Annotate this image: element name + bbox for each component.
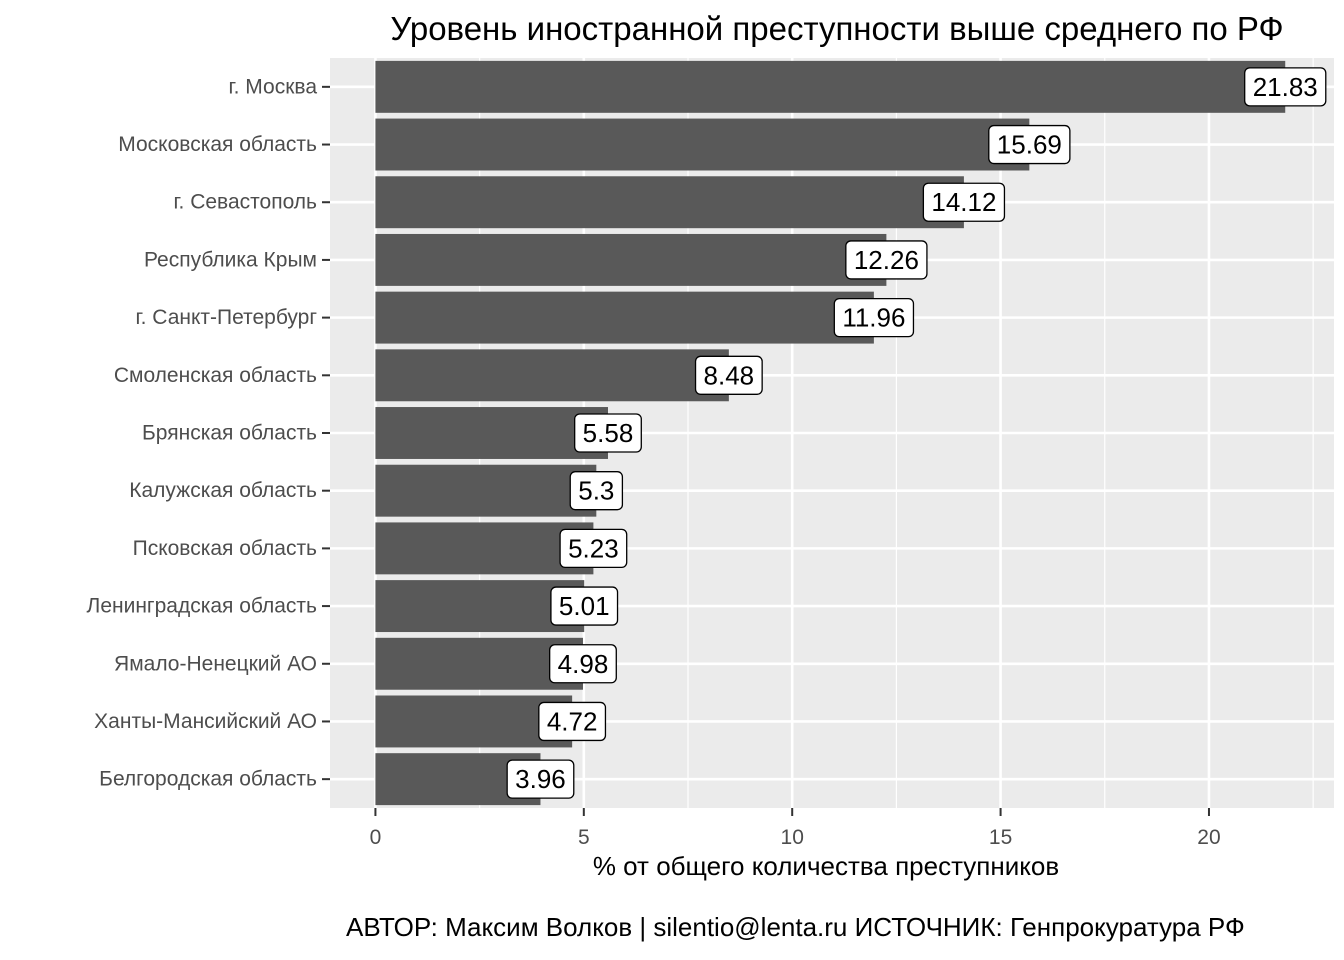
data-label: 5.23 bbox=[559, 528, 628, 569]
data-label-box bbox=[694, 355, 763, 395]
data-label-text: 21.83 bbox=[1253, 72, 1318, 102]
data-label-box bbox=[506, 759, 575, 799]
data-label-text: 5.23 bbox=[568, 533, 619, 563]
y-tick-label: Смоленская область bbox=[114, 364, 317, 387]
data-label: 5.01 bbox=[550, 586, 619, 626]
data-label-text: 8.48 bbox=[704, 360, 755, 390]
bar bbox=[375, 464, 597, 517]
bar bbox=[375, 118, 1030, 171]
data-label-box bbox=[1244, 67, 1327, 107]
data-label: 5.58 bbox=[574, 413, 642, 453]
x-tick-label: 15 bbox=[989, 826, 1012, 849]
data-label: 11.96 bbox=[833, 297, 915, 338]
bar bbox=[375, 291, 874, 344]
y-tick-label: г. Севастополь bbox=[173, 191, 317, 214]
data-label: 3.96 bbox=[506, 759, 575, 799]
y-tick-label: Республика Крым bbox=[144, 248, 317, 271]
data-label: 4.98 bbox=[549, 644, 617, 684]
y-tick-label: г. Санкт-Петербург bbox=[136, 306, 318, 329]
bar bbox=[375, 580, 585, 633]
y-tick-label: Ямало-Ненецкий АО bbox=[114, 652, 317, 675]
data-label-box bbox=[538, 701, 607, 742]
x-tick-label: 20 bbox=[1197, 826, 1220, 849]
x-tick-label: 5 bbox=[578, 826, 590, 849]
data-label-box bbox=[550, 586, 619, 626]
data-label-box bbox=[574, 413, 642, 453]
data-label: 21.83 bbox=[1244, 67, 1327, 107]
y-tick-label: Ленинградская область bbox=[87, 595, 318, 618]
data-label: 5.3 bbox=[569, 471, 624, 511]
data-label-text: 15.69 bbox=[997, 130, 1062, 160]
chart-title: Уровень иностранной преступности выше ср… bbox=[390, 10, 1284, 47]
bar bbox=[375, 176, 964, 229]
data-label-text: 5.58 bbox=[583, 418, 634, 448]
x-tick-label: 0 bbox=[370, 826, 382, 849]
data-label: 12.26 bbox=[845, 240, 928, 280]
y-axis: г. Москва Московская область г. Севастопол… bbox=[87, 75, 330, 791]
data-label: 14.12 bbox=[922, 182, 1006, 222]
x-tick-label: 10 bbox=[781, 826, 804, 849]
data-label-box bbox=[988, 124, 1071, 165]
x-axis-title: % от общего количества преступников bbox=[593, 851, 1059, 881]
y-tick-label: Брянская область bbox=[142, 422, 317, 445]
data-label-box bbox=[569, 471, 624, 511]
data-label-box bbox=[549, 644, 617, 684]
data-label-text: 11.96 bbox=[842, 303, 905, 333]
data-label-text: 4.98 bbox=[558, 649, 609, 679]
y-tick-label: г. Москва bbox=[229, 75, 318, 98]
chart-caption: АВТОР: Максим Волков | silentio@lenta.ru… bbox=[346, 912, 1245, 942]
x-axis: 0 5 10 15 20 bbox=[370, 808, 1221, 849]
data-label: 4.72 bbox=[538, 701, 607, 742]
data-label-text: 5.3 bbox=[578, 476, 614, 506]
y-tick-label: Московская область bbox=[118, 133, 317, 156]
bar bbox=[375, 60, 1286, 113]
y-tick-label: Калужская область bbox=[129, 479, 317, 502]
bar bbox=[375, 349, 729, 402]
bars bbox=[375, 60, 1286, 806]
data-label-text: 4.72 bbox=[547, 706, 598, 736]
data-label-text: 3.96 bbox=[515, 764, 566, 794]
data-label-box bbox=[559, 528, 628, 569]
data-label-box bbox=[845, 240, 928, 280]
y-tick-label: Ханты-Мансийский АО bbox=[94, 710, 317, 733]
bar bbox=[375, 522, 594, 575]
data-label-box bbox=[833, 297, 915, 338]
bar bbox=[375, 637, 583, 690]
data-label-box bbox=[922, 182, 1006, 222]
data-label: 8.48 bbox=[694, 355, 763, 395]
bar bbox=[375, 407, 608, 459]
data-label-text: 12.26 bbox=[854, 245, 919, 275]
bar bbox=[375, 233, 887, 286]
data-label-text: 5.01 bbox=[559, 591, 610, 621]
data-label-text: 14.12 bbox=[931, 187, 996, 217]
y-tick-label: Псковская область bbox=[133, 537, 317, 560]
data-label: 15.69 bbox=[988, 124, 1071, 165]
y-tick-label: Белгородская область bbox=[99, 768, 317, 791]
